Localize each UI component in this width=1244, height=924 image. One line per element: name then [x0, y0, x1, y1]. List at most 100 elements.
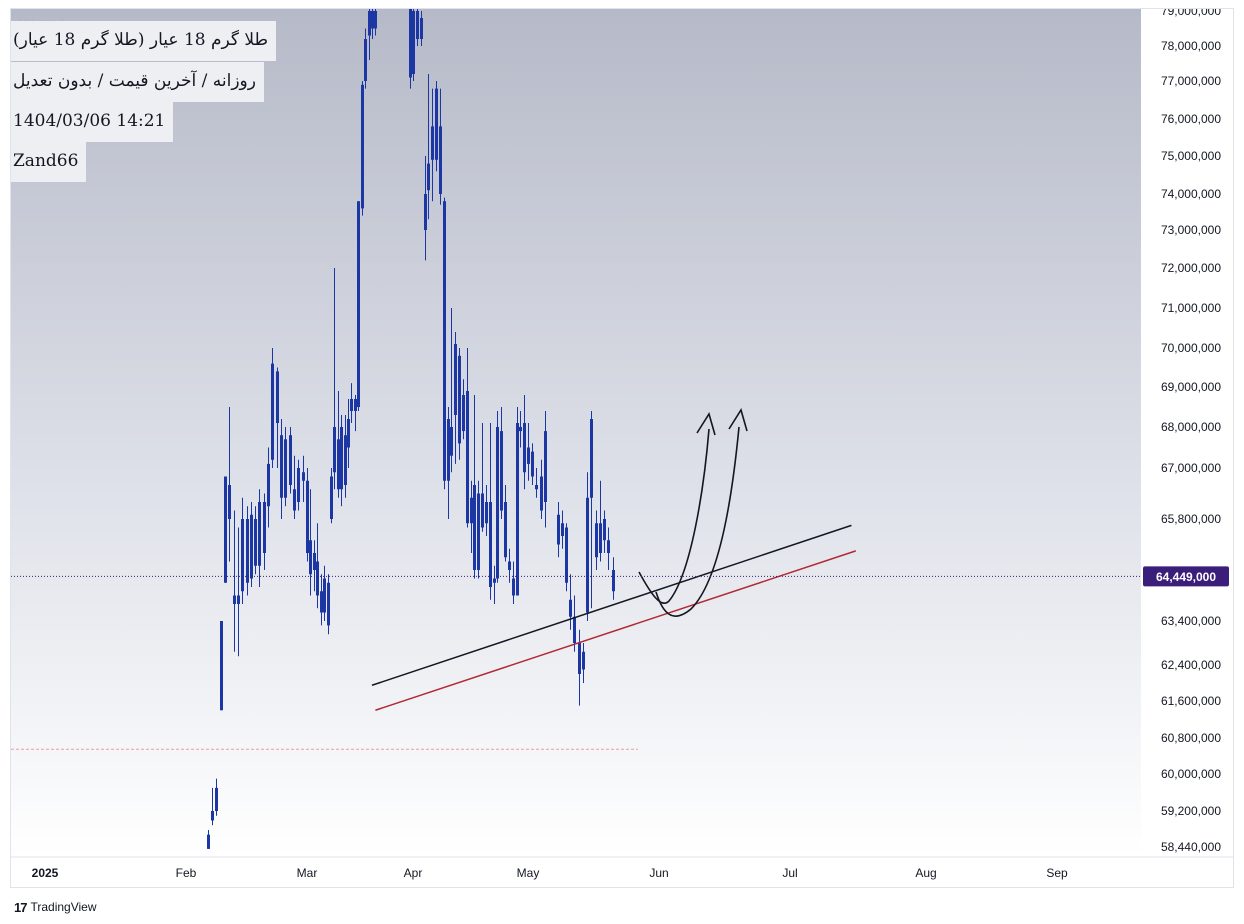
candle[interactable] [344, 415, 347, 498]
candle[interactable] [368, 9, 371, 60]
black-support-line[interactable] [371, 524, 852, 686]
candle[interactable] [565, 523, 568, 592]
candle[interactable] [612, 557, 615, 600]
candle[interactable] [519, 411, 522, 448]
candle[interactable] [323, 565, 326, 621]
candle[interactable] [557, 502, 560, 558]
candle[interactable] [607, 527, 610, 571]
candle[interactable] [280, 419, 283, 519]
candle[interactable] [485, 485, 488, 536]
brand-name[interactable]: TradingView [30, 900, 97, 914]
candle[interactable] [523, 395, 526, 490]
candle[interactable] [276, 367, 279, 469]
x-axis-ticks[interactable]: 2025 Feb Mar Apr May Jun Jul Aug Sep [32, 866, 1068, 880]
candle[interactable] [316, 523, 319, 609]
candle[interactable] [250, 502, 253, 587]
footer[interactable]: 17 TradingView [14, 898, 97, 916]
candle[interactable] [347, 399, 350, 468]
candle[interactable] [357, 201, 360, 411]
candle[interactable] [267, 447, 270, 528]
candle[interactable] [489, 423, 492, 600]
candle[interactable] [504, 485, 507, 562]
candle[interactable] [443, 197, 446, 490]
candle[interactable] [246, 506, 249, 596]
candle[interactable] [458, 348, 461, 460]
candle[interactable] [233, 510, 236, 652]
candle[interactable] [293, 455, 296, 519]
candle[interactable] [320, 574, 323, 626]
candle[interactable] [599, 480, 602, 562]
candle[interactable] [313, 540, 316, 592]
candle[interactable] [354, 395, 357, 432]
candle[interactable] [527, 423, 530, 481]
candle[interactable] [603, 510, 606, 554]
candle[interactable] [435, 81, 438, 172]
candle[interactable] [493, 565, 496, 604]
candle[interactable] [237, 527, 240, 657]
candle[interactable] [289, 427, 292, 494]
candle[interactable] [254, 506, 257, 575]
candle[interactable] [337, 391, 340, 498]
candle[interactable] [544, 411, 547, 528]
candle[interactable] [416, 9, 419, 46]
tradingview-logo-icon[interactable]: 17 [14, 899, 28, 915]
candle[interactable] [409, 9, 412, 89]
candle[interactable] [309, 489, 312, 596]
candle[interactable] [462, 379, 465, 440]
candle[interactable] [508, 548, 511, 583]
candle[interactable] [540, 459, 543, 519]
candle[interactable] [364, 28, 367, 89]
candle[interactable] [516, 407, 519, 596]
candle[interactable] [412, 9, 415, 81]
candle[interactable] [350, 383, 353, 423]
candle[interactable] [427, 74, 430, 220]
candle[interactable] [561, 510, 564, 549]
candle[interactable] [327, 574, 330, 635]
candle[interactable] [590, 411, 593, 609]
chart-frame[interactable]: 64,449,000 79,000,000 78,000,000 77,000,00… [10, 8, 1234, 888]
candle[interactable] [473, 395, 476, 579]
candle[interactable] [431, 88, 434, 202]
candle[interactable] [340, 415, 343, 507]
candle[interactable] [258, 489, 261, 587]
y-axis-ticks[interactable]: 79,000,000 78,000,000 77,000,000 76,000,000… [1161, 9, 1221, 854]
candle[interactable] [306, 468, 309, 562]
candle[interactable] [297, 459, 300, 511]
candle[interactable] [595, 510, 598, 571]
candle[interactable] [361, 81, 364, 216]
candle[interactable] [420, 11, 423, 46]
candle[interactable] [215, 778, 218, 816]
chart-canvas[interactable]: 64,449,000 79,000,000 78,000,000 77,000,00… [11, 9, 1234, 888]
candle[interactable] [573, 595, 576, 652]
candle[interactable] [439, 88, 442, 205]
candle[interactable] [477, 480, 480, 579]
candle[interactable] [224, 476, 227, 583]
candle[interactable] [470, 480, 473, 553]
candle[interactable] [535, 468, 538, 498]
candle[interactable] [481, 423, 484, 532]
candle[interactable] [220, 621, 223, 711]
candle[interactable] [371, 9, 374, 39]
candle[interactable] [447, 407, 450, 519]
candle[interactable] [586, 472, 589, 621]
candle[interactable] [228, 407, 231, 562]
candle[interactable] [496, 411, 499, 583]
candle[interactable] [500, 407, 503, 519]
candle[interactable] [241, 497, 244, 604]
candle[interactable] [263, 493, 266, 571]
candle[interactable] [424, 156, 427, 261]
candle[interactable] [271, 348, 274, 468]
candle[interactable] [569, 574, 572, 630]
candle[interactable] [454, 332, 457, 464]
candle[interactable] [333, 268, 336, 490]
candle[interactable] [512, 561, 515, 605]
candle[interactable] [211, 787, 214, 826]
red-support-line[interactable] [375, 550, 857, 711]
candle[interactable] [531, 443, 534, 485]
candle[interactable] [207, 829, 210, 849]
candle[interactable] [374, 9, 377, 36]
candle[interactable] [450, 308, 453, 473]
candle[interactable] [466, 348, 469, 528]
candle[interactable] [302, 455, 305, 502]
candle[interactable] [582, 643, 585, 683]
